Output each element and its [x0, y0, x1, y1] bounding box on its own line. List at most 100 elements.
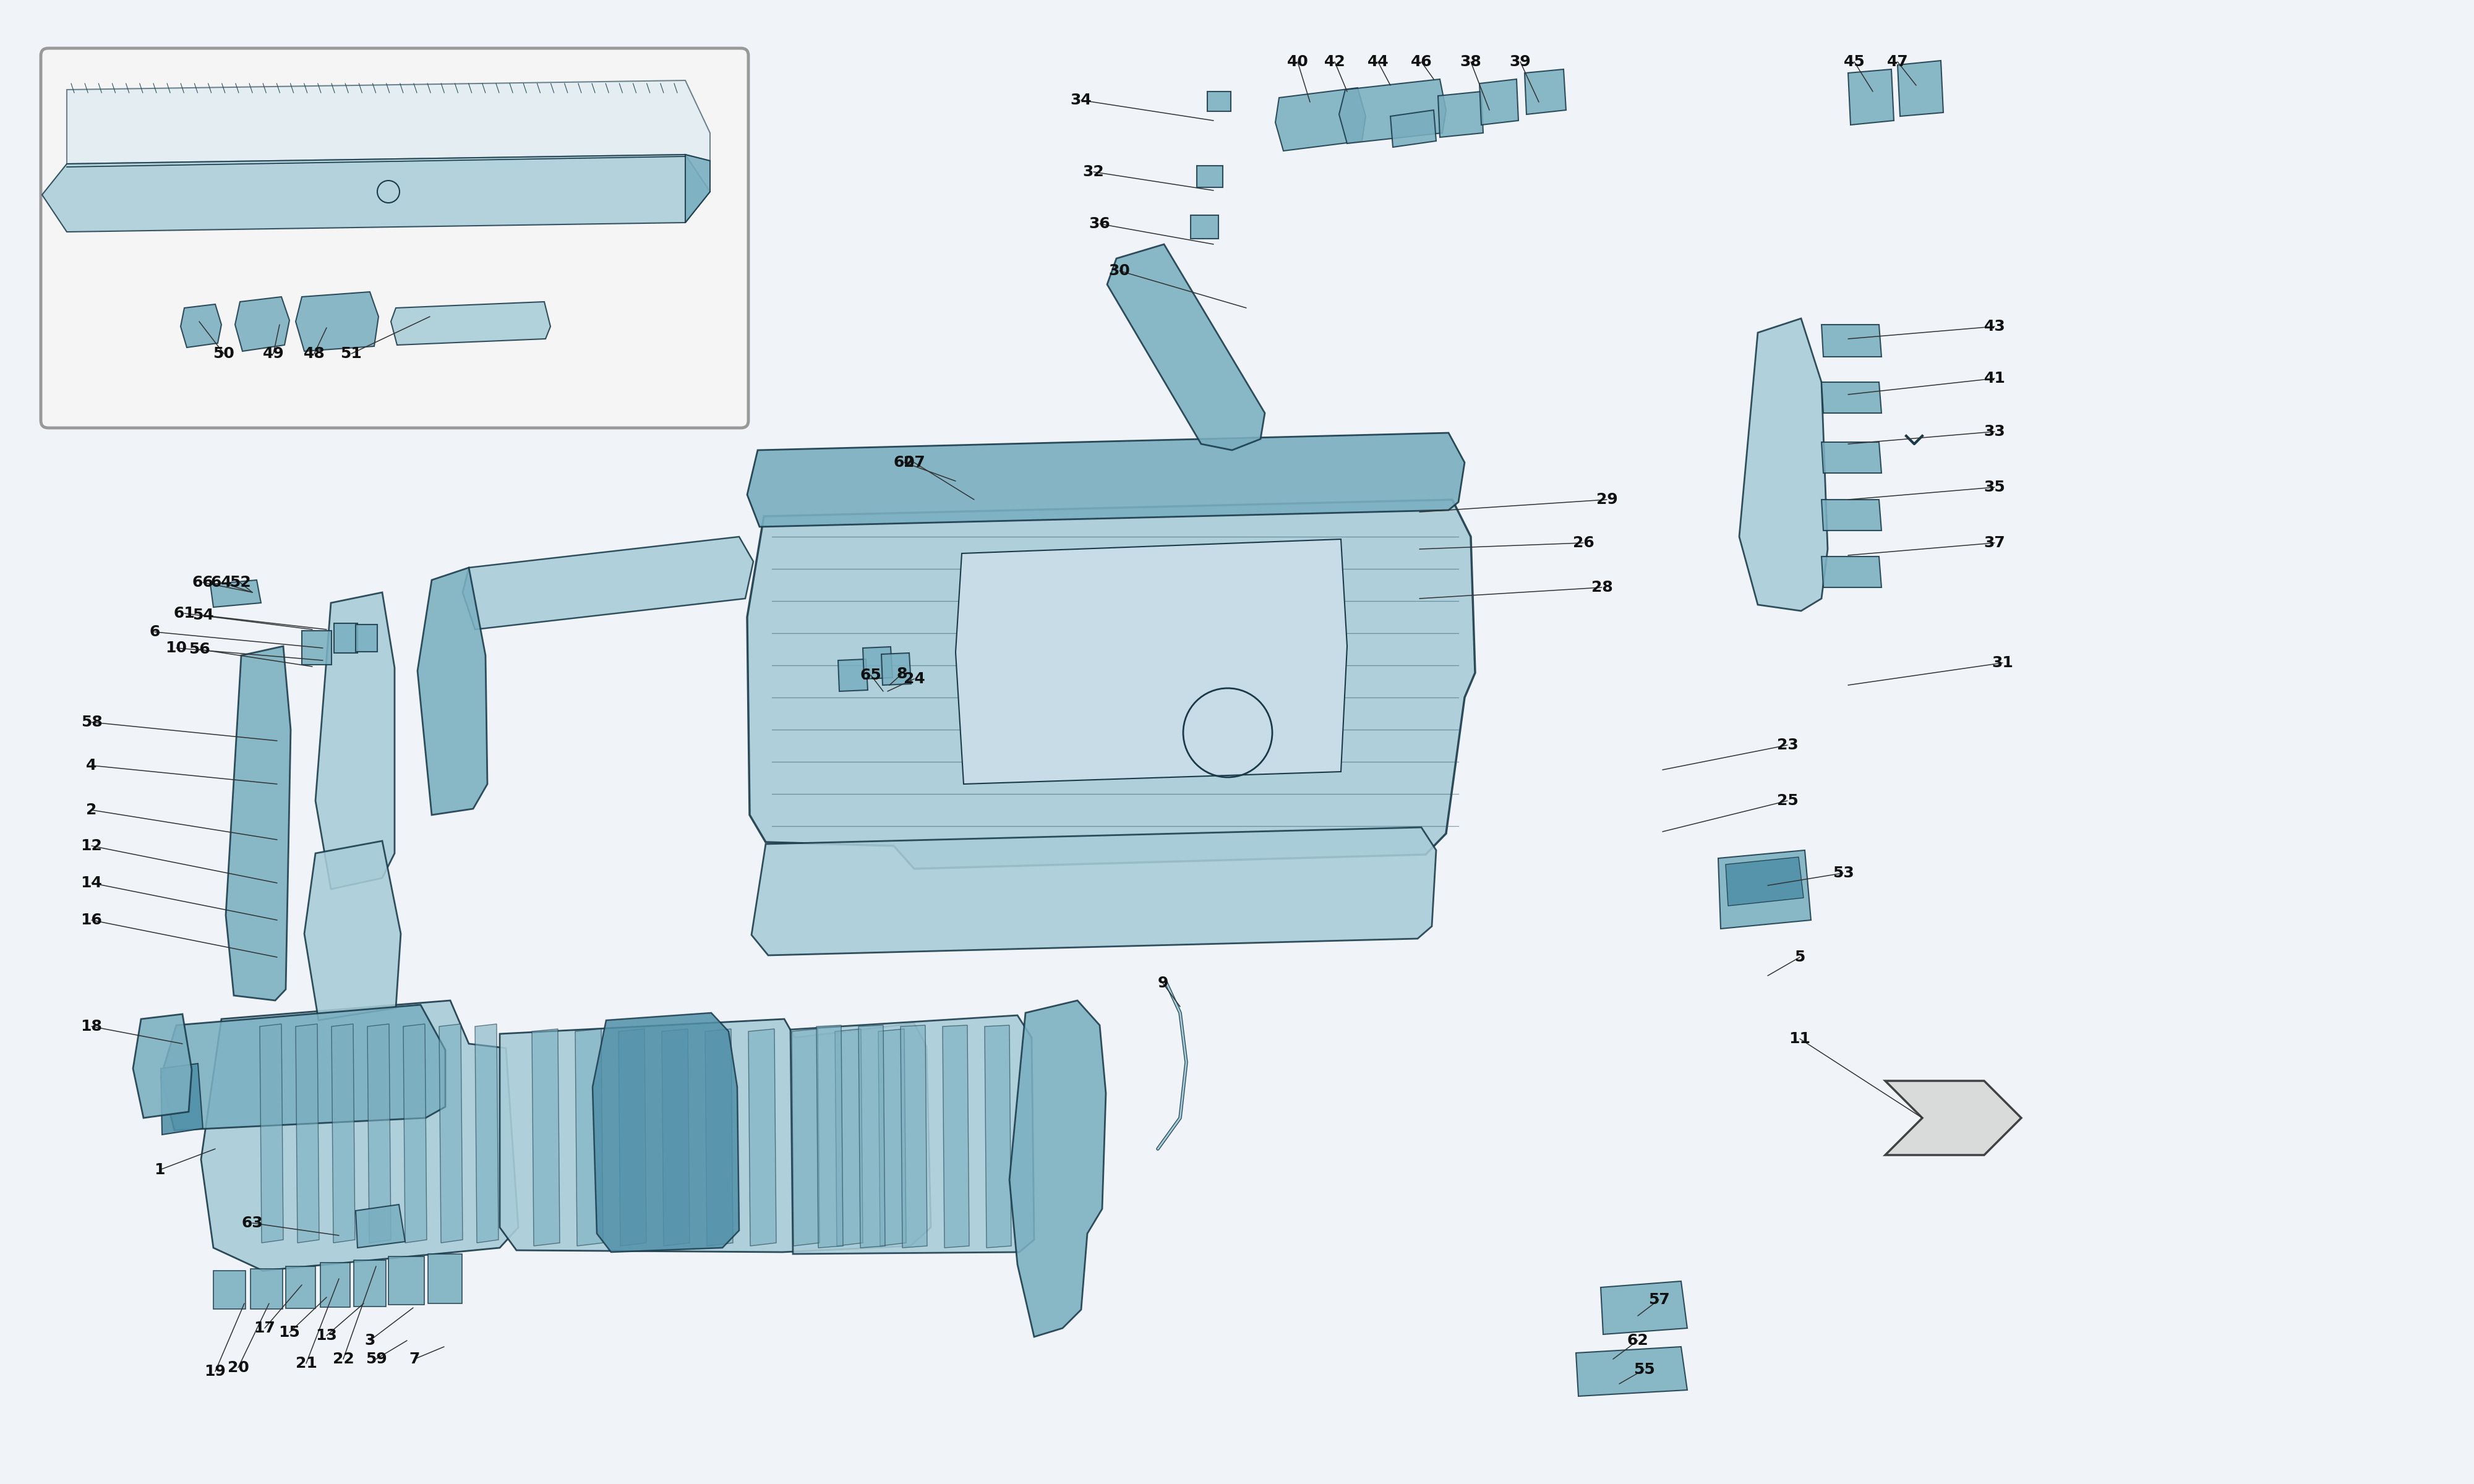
Polygon shape — [322, 1263, 351, 1307]
Text: 52: 52 — [230, 574, 250, 589]
Polygon shape — [403, 1024, 428, 1244]
Polygon shape — [1197, 166, 1222, 187]
Text: 6: 6 — [148, 625, 161, 640]
Polygon shape — [161, 1064, 203, 1135]
Polygon shape — [1524, 70, 1566, 114]
Polygon shape — [1821, 556, 1883, 588]
Polygon shape — [356, 625, 376, 651]
Polygon shape — [1390, 110, 1435, 147]
Text: 14: 14 — [82, 876, 101, 890]
Text: 33: 33 — [1984, 424, 2006, 439]
Polygon shape — [161, 1005, 445, 1131]
Polygon shape — [1727, 856, 1804, 905]
Polygon shape — [134, 1014, 193, 1117]
Polygon shape — [213, 1270, 245, 1309]
Text: 11: 11 — [1789, 1031, 1811, 1046]
Text: 25: 25 — [1776, 794, 1799, 809]
Text: 31: 31 — [1992, 656, 2014, 671]
Text: 60: 60 — [893, 456, 915, 470]
Text: 34: 34 — [1071, 92, 1091, 107]
Text: 8: 8 — [896, 666, 908, 681]
Polygon shape — [839, 659, 868, 692]
Polygon shape — [428, 1254, 463, 1303]
Text: 38: 38 — [1460, 55, 1482, 70]
Polygon shape — [532, 1028, 559, 1247]
Polygon shape — [297, 292, 379, 352]
Polygon shape — [388, 1257, 426, 1304]
Text: 9: 9 — [1158, 976, 1168, 991]
Polygon shape — [985, 1025, 1012, 1248]
Text: 50: 50 — [213, 346, 235, 361]
Text: 10: 10 — [166, 641, 188, 656]
Polygon shape — [297, 1024, 319, 1244]
Text: 27: 27 — [903, 456, 925, 470]
Text: 58: 58 — [82, 715, 101, 730]
Polygon shape — [955, 539, 1346, 784]
Polygon shape — [594, 1012, 740, 1252]
Text: 4: 4 — [87, 758, 96, 773]
Polygon shape — [1190, 215, 1217, 239]
Polygon shape — [287, 1266, 317, 1309]
Polygon shape — [1207, 92, 1232, 111]
Polygon shape — [42, 154, 710, 232]
Polygon shape — [304, 841, 401, 1021]
Text: 55: 55 — [1633, 1362, 1655, 1377]
Polygon shape — [366, 1024, 391, 1244]
Text: 24: 24 — [903, 671, 925, 686]
Polygon shape — [317, 592, 396, 889]
Text: 30: 30 — [1108, 264, 1131, 279]
Text: 37: 37 — [1984, 536, 2006, 551]
Text: 21: 21 — [294, 1356, 317, 1371]
Text: 66: 66 — [193, 574, 213, 589]
Polygon shape — [1885, 1080, 2021, 1155]
Polygon shape — [500, 1020, 930, 1252]
Polygon shape — [302, 631, 332, 665]
Polygon shape — [250, 1269, 282, 1309]
Polygon shape — [836, 1028, 863, 1247]
Text: 20: 20 — [228, 1361, 250, 1376]
Polygon shape — [1479, 79, 1519, 125]
Text: 7: 7 — [408, 1352, 421, 1367]
Polygon shape — [1821, 381, 1883, 413]
Polygon shape — [463, 537, 752, 629]
Text: 15: 15 — [280, 1325, 299, 1340]
Text: 2: 2 — [87, 803, 96, 818]
Text: 32: 32 — [1084, 165, 1103, 180]
Text: 28: 28 — [1591, 580, 1613, 595]
Polygon shape — [440, 1024, 463, 1244]
Text: 49: 49 — [262, 346, 285, 361]
Polygon shape — [1437, 92, 1484, 137]
Polygon shape — [752, 828, 1435, 956]
Polygon shape — [792, 1015, 1034, 1254]
Text: 57: 57 — [1648, 1293, 1670, 1307]
Text: 13: 13 — [317, 1328, 336, 1343]
Text: 1: 1 — [153, 1162, 166, 1177]
Polygon shape — [1009, 1000, 1106, 1337]
Text: 36: 36 — [1089, 217, 1111, 232]
Polygon shape — [1821, 500, 1883, 530]
Text: 64: 64 — [210, 574, 233, 589]
Polygon shape — [747, 500, 1475, 868]
Text: 48: 48 — [304, 346, 324, 361]
Text: 26: 26 — [1573, 536, 1593, 551]
Polygon shape — [1601, 1281, 1687, 1334]
Polygon shape — [210, 580, 262, 607]
Polygon shape — [1821, 325, 1883, 356]
Polygon shape — [181, 304, 223, 347]
Text: 40: 40 — [1286, 55, 1309, 70]
Text: 59: 59 — [366, 1352, 386, 1367]
Polygon shape — [685, 154, 710, 223]
Text: 23: 23 — [1776, 738, 1799, 752]
Polygon shape — [260, 1024, 282, 1244]
Polygon shape — [334, 623, 356, 653]
Polygon shape — [225, 646, 292, 1000]
Text: 41: 41 — [1984, 371, 2006, 386]
Polygon shape — [943, 1025, 970, 1248]
Polygon shape — [356, 1205, 406, 1248]
Polygon shape — [1108, 245, 1264, 450]
Text: 22: 22 — [332, 1352, 354, 1367]
Text: 47: 47 — [1888, 55, 1907, 70]
Polygon shape — [1338, 79, 1445, 144]
Text: 65: 65 — [861, 668, 881, 683]
Polygon shape — [475, 1024, 500, 1244]
